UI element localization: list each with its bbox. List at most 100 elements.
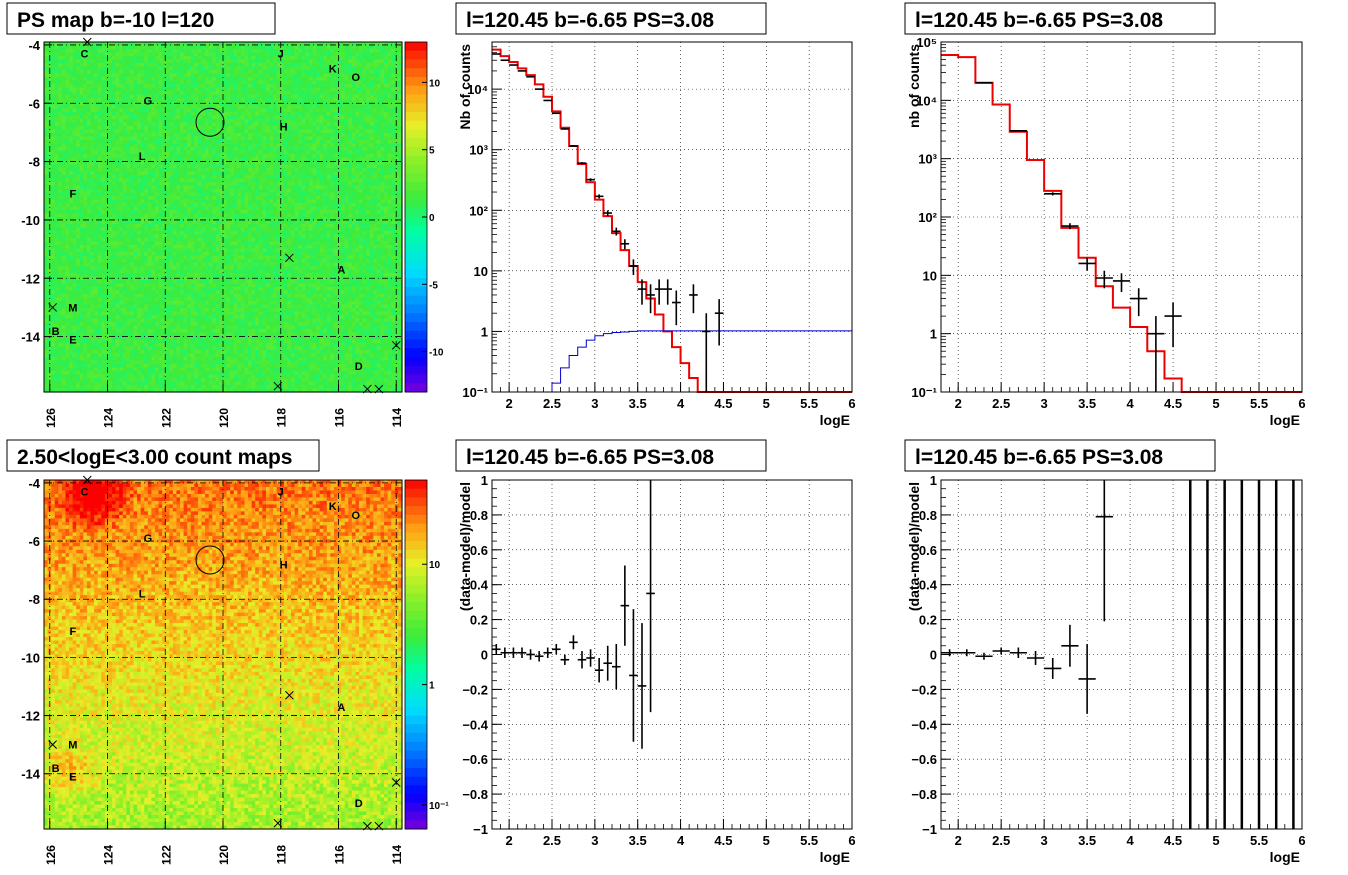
data-point <box>1078 257 1096 271</box>
source-cross <box>374 384 384 394</box>
source-label: D <box>355 361 363 373</box>
data-point <box>603 210 612 216</box>
x-tick-label: 5.5 <box>1250 396 1268 411</box>
y-tick-label: -4 <box>28 38 40 53</box>
data-point <box>672 290 681 326</box>
x-tick-label: 5 <box>1212 396 1219 411</box>
x-tick-label: 124 <box>102 408 116 428</box>
series-model <box>492 48 852 393</box>
x-tick-label: 5.5 <box>800 833 818 848</box>
data-point <box>577 162 587 165</box>
x-tick-label: 116 <box>332 845 346 865</box>
source-label: E <box>69 772 76 784</box>
x-tick-label: 3.5 <box>1078 833 1096 848</box>
y-tick-label: 10⁴ <box>467 82 488 97</box>
y-tick-label: −0.2 <box>911 682 937 697</box>
x-tick-label: 2.5 <box>992 833 1010 848</box>
source-cross <box>374 821 384 831</box>
y-tick-label: 10⁴ <box>916 93 937 108</box>
x-tick-label: 2.5 <box>992 396 1010 411</box>
y-tick-label: 0.6 <box>919 543 937 558</box>
y-tick-label: −0.4 <box>911 717 937 732</box>
y-tick-label: -12 <box>21 271 40 286</box>
source-label: F <box>70 189 77 201</box>
y-tick-label: 0.8 <box>919 508 937 523</box>
x-tick-label: 3.5 <box>629 833 647 848</box>
data-point <box>534 88 544 90</box>
y-axis-label: nb of counts <box>906 44 922 128</box>
y-tick-label: −1 <box>922 822 937 837</box>
y-tick-label: 0 <box>930 648 937 663</box>
chart-title: l=120.45 b=-6.65 PS=3.08 <box>915 9 1163 32</box>
y-tick-label: −1 <box>473 822 488 837</box>
x-tick-label: 126 <box>44 408 58 428</box>
residual-point <box>534 651 544 662</box>
y-tick-label: -6 <box>28 96 40 111</box>
source-cross <box>391 340 401 350</box>
x-tick-label: 2.5 <box>543 833 561 848</box>
x-tick-label: 4 <box>1126 396 1134 411</box>
residual-point <box>517 647 527 658</box>
y-tick-label: 1 <box>930 327 937 342</box>
chart-title: 2.50<logE<3.00 count maps <box>17 446 292 469</box>
color-bar-label: 10 <box>429 560 441 571</box>
residual-point <box>992 647 1010 655</box>
y-axis-label: (data-model)/model <box>906 482 922 611</box>
source-label: H <box>280 122 288 134</box>
source-cross <box>285 253 294 263</box>
x-tick-label: 5 <box>1212 833 1219 848</box>
source-cross <box>82 475 92 485</box>
chart-title: l=120.45 b=-6.65 PS=3.08 <box>915 446 1163 469</box>
x-tick-label: 5.5 <box>800 396 818 411</box>
residual-point <box>1044 657 1062 679</box>
y-tick-label: -4 <box>28 476 40 491</box>
x-tick-label: 4.5 <box>714 396 732 411</box>
x-tick-label: 3 <box>1041 396 1048 411</box>
color-bar-label: 1 <box>429 681 435 692</box>
data-point <box>629 259 638 276</box>
residual-point <box>569 635 578 650</box>
source-label: J <box>278 487 284 499</box>
data-point <box>1095 270 1113 289</box>
data-point <box>646 284 655 314</box>
residual-point <box>612 644 621 690</box>
y-tick-label: −0.8 <box>462 787 488 802</box>
residual-point <box>526 649 535 660</box>
residual-point <box>646 480 655 713</box>
x-tick-label: 2 <box>955 396 962 411</box>
data-point <box>1009 130 1027 132</box>
data-point <box>689 284 698 314</box>
data-point <box>1164 302 1182 348</box>
plot-frame <box>940 41 1303 393</box>
data-point <box>612 227 621 236</box>
x-tick-label: 2 <box>506 396 513 411</box>
y-tick-label: 10² <box>918 210 937 225</box>
data-point <box>1130 288 1148 317</box>
residual-point <box>1078 644 1096 714</box>
source-label: L <box>139 151 146 163</box>
x-tick-label: 3 <box>1041 833 1048 848</box>
y-tick-label: -10 <box>21 650 40 665</box>
data-point <box>560 128 570 130</box>
y-tick-label: −0.6 <box>462 752 488 767</box>
source-label: A <box>337 702 345 714</box>
y-tick-label: 0.4 <box>470 578 489 593</box>
color-bar-label: 0 <box>429 213 435 224</box>
y-tick-label: −0.6 <box>911 752 937 767</box>
residual-point <box>941 649 959 657</box>
source-label: B <box>52 326 60 338</box>
title-box <box>904 2 1216 35</box>
plot-frame <box>491 479 853 830</box>
title-box <box>904 439 1216 472</box>
x-tick-label: 114 <box>390 408 404 428</box>
y-tick-label: 10³ <box>918 152 937 167</box>
x-tick-label: 3 <box>591 833 598 848</box>
x-tick-label: 5 <box>763 396 770 411</box>
x-tick-label: 2 <box>506 833 513 848</box>
title-box <box>6 2 276 35</box>
x-tick-label: 118 <box>275 845 289 865</box>
source-label: O <box>352 72 361 84</box>
x-tick-label: 4 <box>677 833 685 848</box>
heatmap-cells <box>44 42 403 393</box>
y-tick-label: 0.8 <box>470 508 488 523</box>
